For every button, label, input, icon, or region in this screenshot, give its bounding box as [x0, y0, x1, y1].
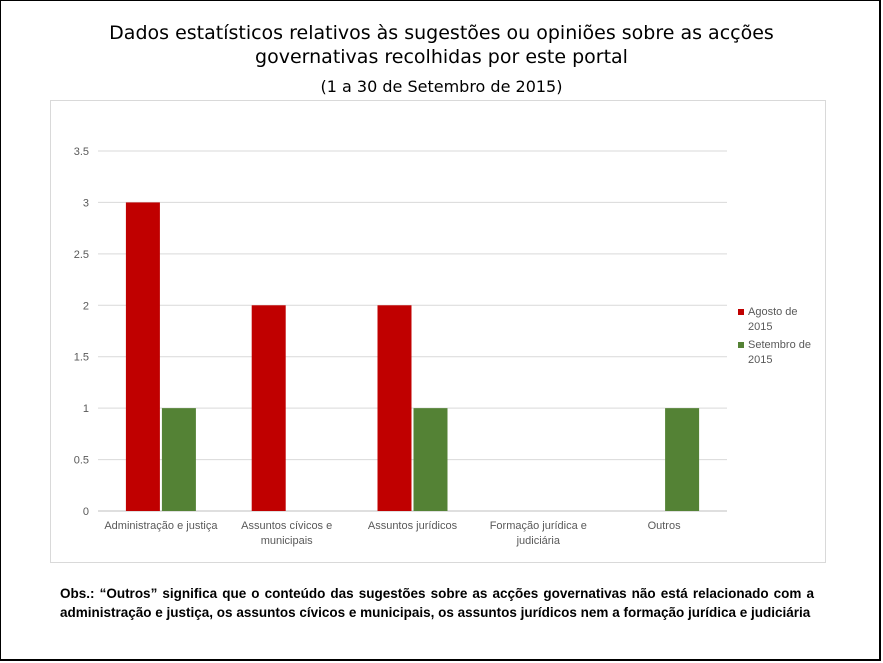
y-tick-label: 2 [83, 300, 89, 312]
chart-subtitle: (1 a 30 de Setembro de 2015) [320, 77, 563, 96]
y-tick-label: 1 [83, 403, 89, 415]
y-tick-label: 0 [83, 506, 89, 518]
x-tick-label: Administração e justiça [104, 520, 218, 532]
bar [665, 408, 700, 511]
legend-label: Agosto de 2015 [748, 306, 798, 333]
y-tick-label: 1.5 [74, 352, 89, 364]
bar [161, 408, 196, 511]
x-tick-label: Assuntos cívicos e municipais [241, 520, 332, 547]
bar-chart: 0 0.5 1 1.5 2 2.5 3 3.5 Administração e justiça A… [74, 146, 811, 547]
chart-title-line-2: governativas recolhidas por este portal [255, 46, 628, 68]
y-tick-label: 2.5 [74, 249, 89, 261]
y-tick-label: 0.5 [74, 455, 89, 467]
bar [413, 408, 448, 511]
x-tick-label: Outros [648, 520, 682, 532]
x-tick-label: Assuntos jurídicos [368, 520, 458, 532]
bar [251, 305, 286, 511]
x-tick-label: Formação jurídica e judiciária [490, 520, 587, 547]
legend-swatch [738, 342, 744, 348]
legend-swatch [738, 309, 744, 315]
chart-area: 0 0.5 1 1.5 2 2.5 3 3.5 Administração e justiça A… [50, 100, 826, 563]
y-tick-label: 3.5 [74, 146, 89, 158]
footnote-observation: Obs.: “Outros” significa que o conteúdo … [60, 586, 814, 620]
bar [377, 305, 412, 511]
chart-title-line-1: Dados estatísticos relativos às sugestõe… [109, 22, 774, 44]
legend-label: Setembro de 2015 [748, 339, 811, 366]
y-tick-label: 3 [83, 197, 89, 209]
bar [125, 202, 160, 511]
